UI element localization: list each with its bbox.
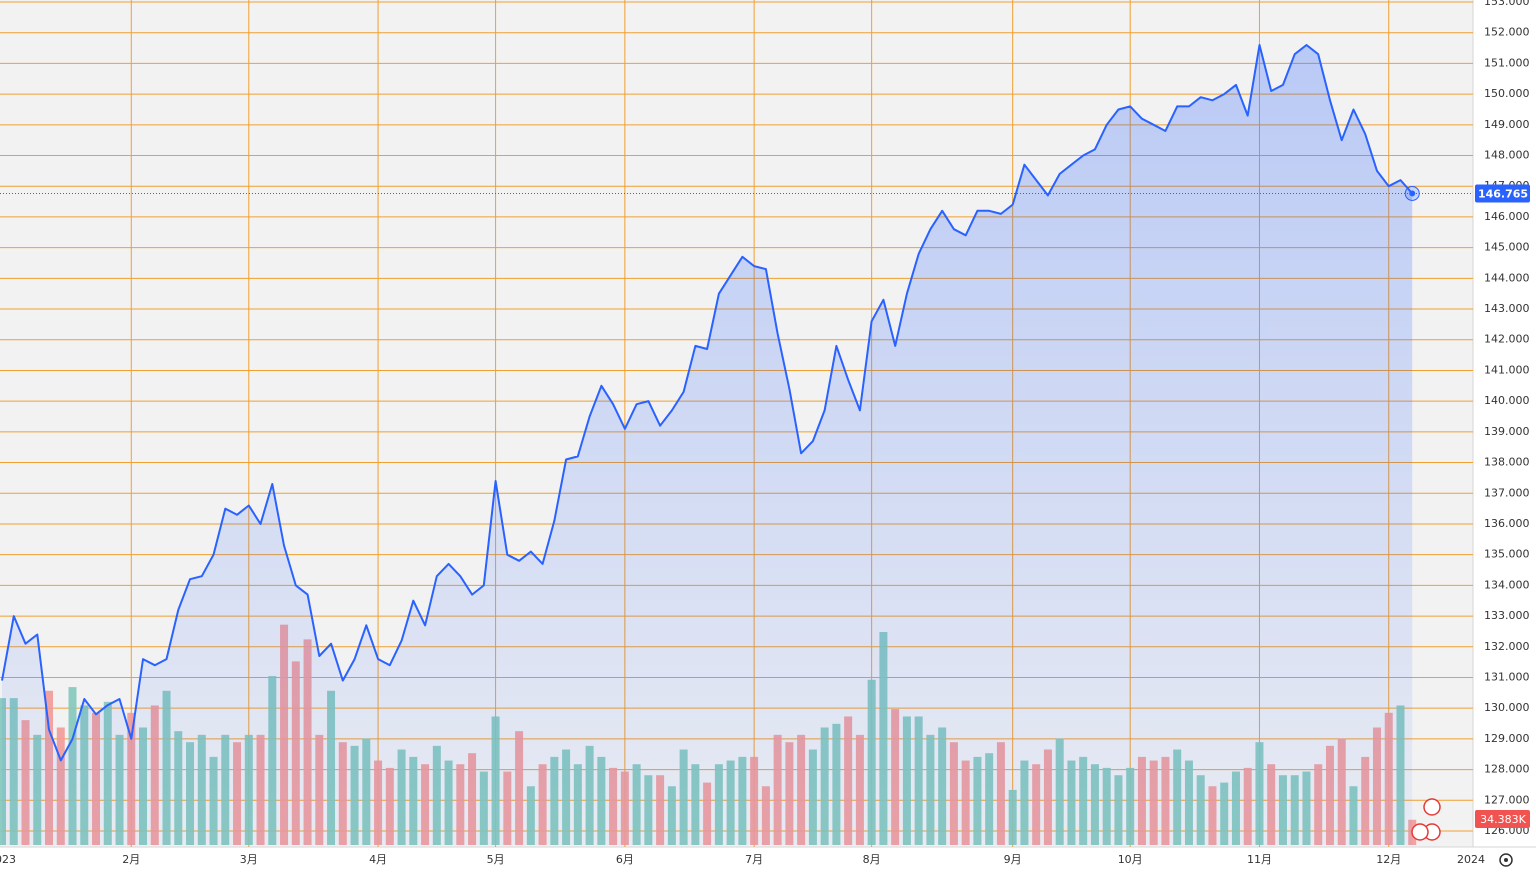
y-tick-label: 137.000 xyxy=(1484,486,1530,499)
x-tick-label: 2024 xyxy=(1457,853,1485,866)
y-tick-label: 152.000 xyxy=(1484,26,1530,39)
y-tick-label: 150.000 xyxy=(1484,87,1530,100)
y-tick-label: 140.000 xyxy=(1484,394,1530,407)
y-tick-label: 136.000 xyxy=(1484,517,1530,530)
y-tick-label: 135.000 xyxy=(1484,548,1530,561)
x-tick-label: 10月 xyxy=(1118,853,1143,866)
y-tick-label: 151.000 xyxy=(1484,56,1530,69)
price-area xyxy=(2,45,1413,845)
x-tick-label: 12月 xyxy=(1376,853,1401,866)
y-tick-label: 142.000 xyxy=(1484,333,1530,346)
y-tick-label: 148.000 xyxy=(1484,149,1530,162)
last-price-label: 146.765 xyxy=(1478,187,1528,200)
y-tick-label: 146.000 xyxy=(1484,210,1530,223)
settings-button[interactable] xyxy=(1499,853,1513,867)
y-tick-label: 133.000 xyxy=(1484,609,1530,622)
price-pane xyxy=(0,44,1473,845)
x-tick-label: 3月 xyxy=(240,853,258,866)
x-tick-label: 5月 xyxy=(487,853,505,866)
event-flag[interactable] xyxy=(1411,823,1429,841)
price-line xyxy=(1,44,1413,762)
y-tick-label: 144.000 xyxy=(1484,271,1530,284)
x-tick-label: 2023 xyxy=(0,853,16,866)
x-tick-label: 4月 xyxy=(369,853,387,866)
y-tick-label: 129.000 xyxy=(1484,732,1530,745)
y-tick-label: 138.000 xyxy=(1484,456,1530,469)
y-tick-label: 143.000 xyxy=(1484,302,1530,315)
last-point xyxy=(1409,190,1416,197)
settings-icon[interactable] xyxy=(1499,853,1513,867)
y-tick-label: 131.000 xyxy=(1484,670,1530,683)
y-tick-label: 130.000 xyxy=(1484,701,1530,714)
y-tick-label: 149.000 xyxy=(1484,118,1530,131)
event-flag[interactable] xyxy=(1423,798,1441,816)
last-volume-label: 34.383K xyxy=(1480,813,1526,826)
x-tick-label: 8月 xyxy=(863,853,881,866)
x-tick-label: 7月 xyxy=(745,853,763,866)
x-tick-label: 2月 xyxy=(122,853,140,866)
x-tick-label: 6月 xyxy=(616,853,634,866)
y-tick-label: 139.000 xyxy=(1484,425,1530,438)
y-tick-label: 132.000 xyxy=(1484,640,1530,653)
event-icons[interactable] xyxy=(1411,798,1441,841)
y-tick-label: 145.000 xyxy=(1484,241,1530,254)
x-tick-label: 11月 xyxy=(1247,853,1272,866)
settings-icon-dot[interactable] xyxy=(1504,858,1508,862)
y-tick-label: 127.000 xyxy=(1484,793,1530,806)
x-tick-label: 9月 xyxy=(1004,853,1022,866)
y-tick-label: 141.000 xyxy=(1484,363,1530,376)
last-volume-box xyxy=(1475,810,1530,828)
last-price-box xyxy=(1475,184,1530,203)
y-tick-label: 153.000 xyxy=(1484,0,1530,8)
y-tick-label: 128.000 xyxy=(1484,763,1530,776)
y-tick-label: 134.000 xyxy=(1484,578,1530,591)
